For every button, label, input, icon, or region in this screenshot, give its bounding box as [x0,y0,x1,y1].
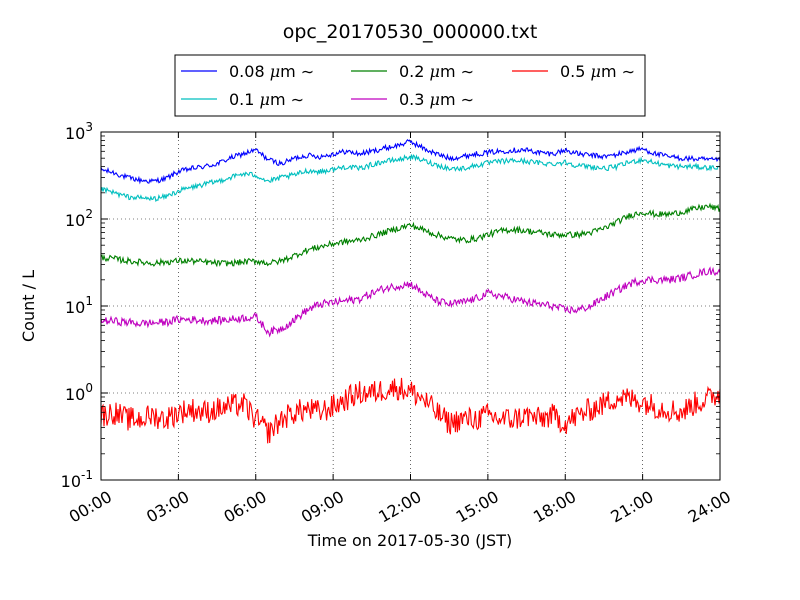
legend-label: 0.2 μm ∼ [399,62,474,81]
x-axis-label: Time on 2017-05-30 (JST) [307,531,512,550]
legend-label: 0.1 μm ∼ [229,90,304,109]
legend: 0.08 μm ∼ 0.2 μm ∼ 0.5 μm ∼ 0.1 μm ∼ 0.3 μm … [174,54,646,117]
series-line-0_08um [100,138,721,185]
series-line-0_3um [100,266,721,338]
series-line-0_2um [100,202,721,268]
y-tick-label: 101 [65,294,93,317]
legend-label: 0.08 μm ∼ [229,62,314,81]
y-axis-ticks: 10-1 100 101 102 103 [61,120,720,491]
y-tick-label: 102 [65,207,93,230]
y-tick-label: 103 [65,120,93,143]
legend-label: 0.5 μm ∼ [560,62,635,81]
series-line-0_1um [100,154,721,203]
series-line-0_5um [100,377,721,444]
legend-box [174,54,646,117]
y-tick-label: 10-1 [61,468,93,491]
legend-label: 0.3 μm ∼ [399,90,474,109]
series-layer [100,138,721,444]
y-axis-label: Count / L [19,270,38,342]
y-tick-label: 100 [65,381,93,404]
chart-title: opc_20170530_000000.txt [283,21,538,43]
